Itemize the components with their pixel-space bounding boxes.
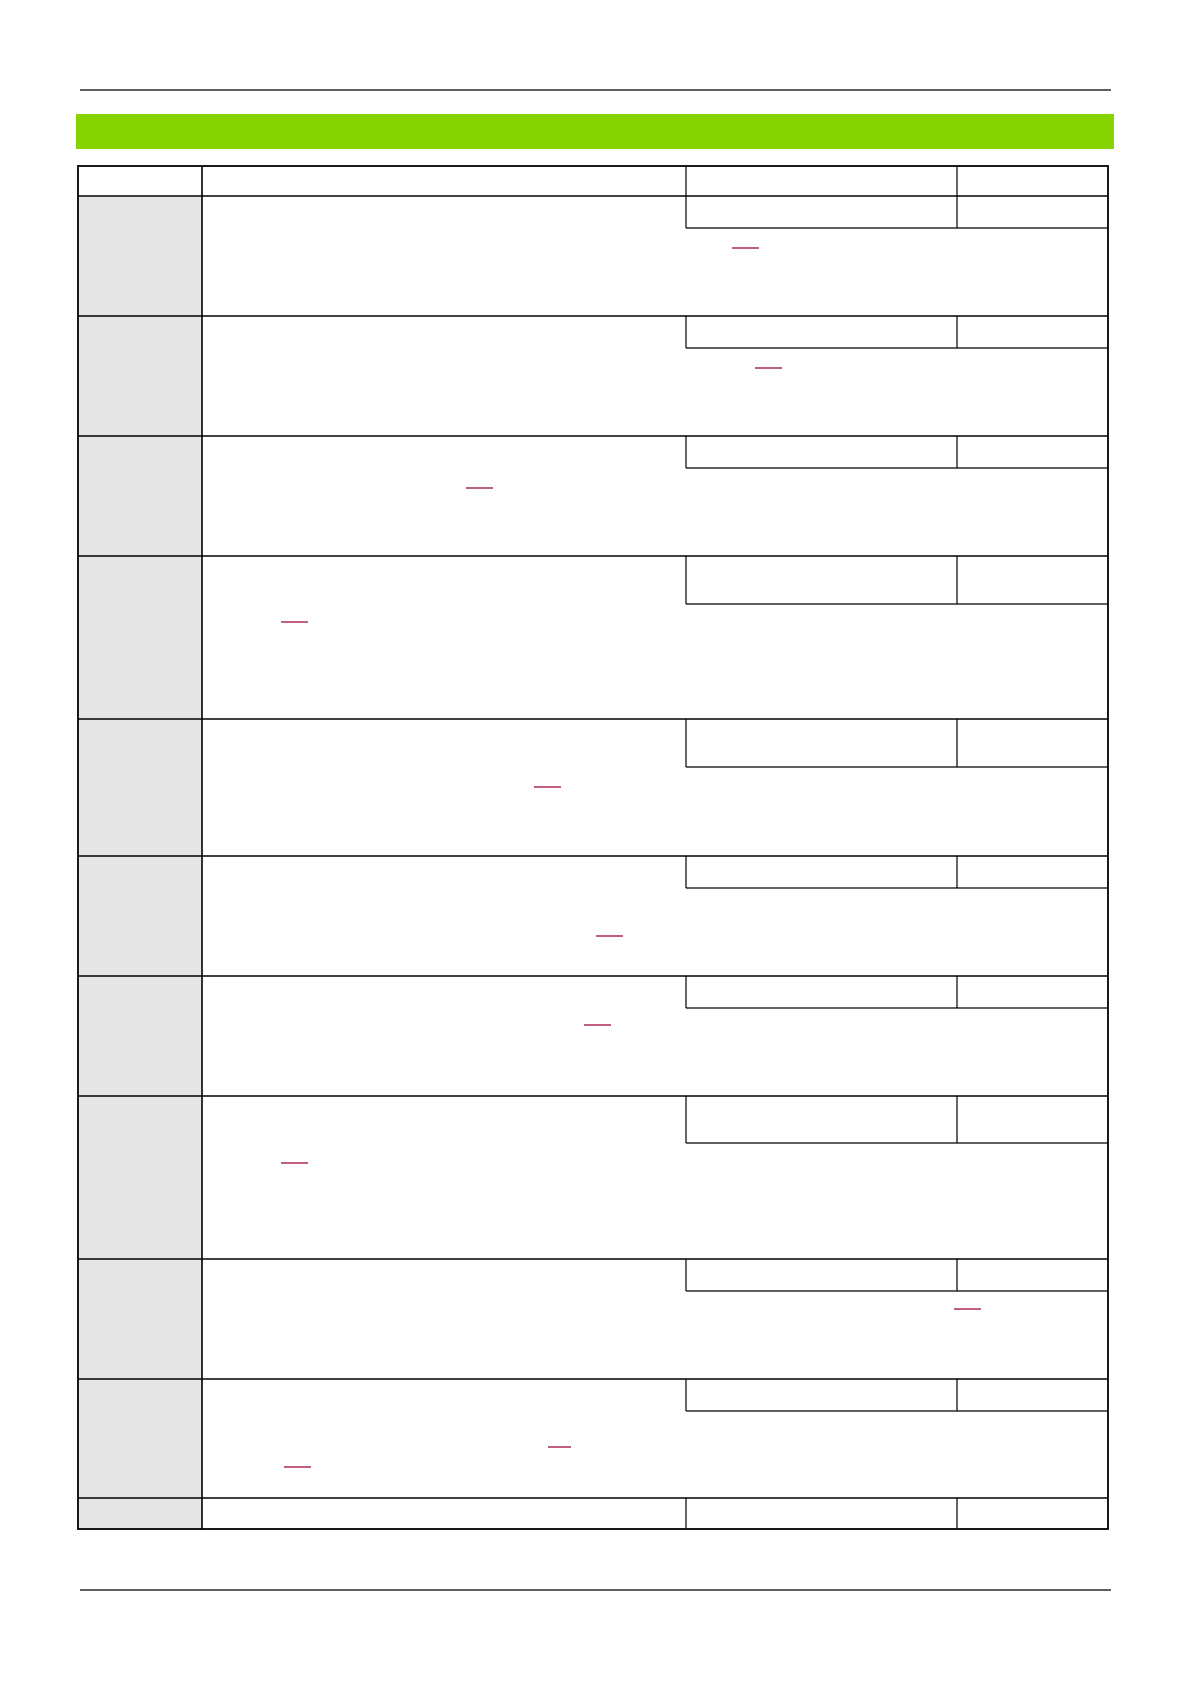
table-border xyxy=(77,165,1109,1530)
row-label-cell xyxy=(78,1096,202,1259)
row-label-cell xyxy=(78,196,202,316)
row-label-cell xyxy=(78,316,202,436)
row-label-cell xyxy=(78,436,202,556)
row-label-cell xyxy=(78,856,202,976)
row-label-cell xyxy=(78,719,202,856)
section-banner xyxy=(76,114,1114,149)
row-label-cell xyxy=(78,556,202,719)
row-label-cell xyxy=(78,1259,202,1379)
row-label-cell xyxy=(78,1379,202,1498)
row-label-cell xyxy=(78,976,202,1096)
row-label-cell xyxy=(78,1498,202,1529)
table xyxy=(77,165,1109,1530)
